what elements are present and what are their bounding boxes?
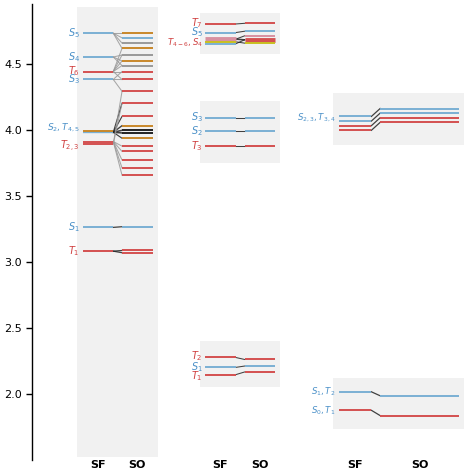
Text: $T_7$: $T_7$ bbox=[191, 17, 202, 30]
Text: SF: SF bbox=[90, 460, 106, 470]
Bar bbox=[200, 13, 281, 55]
Text: $S_2$: $S_2$ bbox=[191, 124, 202, 138]
Bar bbox=[200, 100, 281, 163]
Bar bbox=[200, 341, 281, 387]
Bar bbox=[333, 92, 464, 146]
Text: $T_1$: $T_1$ bbox=[68, 244, 80, 258]
Text: $S_5$: $S_5$ bbox=[68, 27, 80, 40]
Text: $T_2$: $T_2$ bbox=[191, 349, 202, 363]
Text: $T_6$: $T_6$ bbox=[68, 64, 80, 78]
Text: $T_{4-6},S_4$: $T_{4-6},S_4$ bbox=[166, 36, 202, 49]
Text: $T_3$: $T_3$ bbox=[191, 139, 202, 153]
Text: $S_5$: $S_5$ bbox=[191, 26, 202, 39]
Text: $S_3$: $S_3$ bbox=[68, 73, 80, 86]
Text: $S_0,T_1$: $S_0,T_1$ bbox=[311, 404, 336, 417]
Text: $S_1,T_2$: $S_1,T_2$ bbox=[311, 385, 336, 398]
Text: $S_1$: $S_1$ bbox=[191, 361, 202, 374]
Text: SO: SO bbox=[411, 460, 428, 470]
Text: SO: SO bbox=[128, 460, 146, 470]
Text: $T_{2,3}$: $T_{2,3}$ bbox=[61, 139, 80, 155]
Text: $S_4$: $S_4$ bbox=[68, 50, 80, 64]
Text: $S_3$: $S_3$ bbox=[191, 110, 202, 124]
Text: $S_2,T_{4,5}$: $S_2,T_{4,5}$ bbox=[47, 122, 80, 135]
Text: $S_1$: $S_1$ bbox=[68, 220, 80, 234]
Text: SO: SO bbox=[251, 460, 268, 470]
Bar bbox=[77, 7, 158, 457]
Bar bbox=[333, 378, 464, 429]
Text: SF: SF bbox=[213, 460, 228, 470]
Text: $S_{2,3},T_{3,4}$: $S_{2,3},T_{3,4}$ bbox=[297, 111, 336, 124]
Text: SF: SF bbox=[347, 460, 363, 470]
Text: $T_1$: $T_1$ bbox=[191, 369, 202, 383]
